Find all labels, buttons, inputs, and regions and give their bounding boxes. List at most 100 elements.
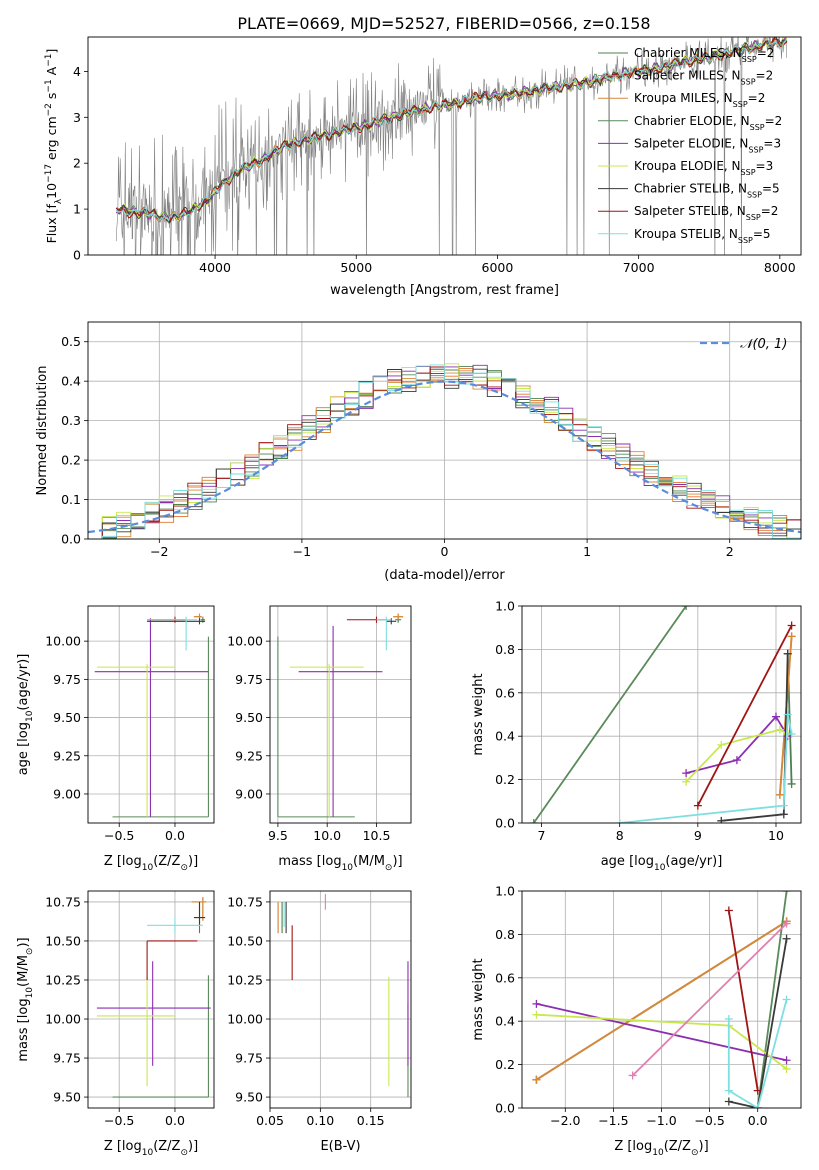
plot-area <box>94 613 209 818</box>
x-tick-label: 0.15 <box>357 1113 385 1128</box>
weight-marker <box>782 891 791 895</box>
weight-marker <box>753 1086 762 1095</box>
weight-marker <box>775 725 784 734</box>
y-axis-label: mass weight <box>471 673 486 755</box>
weight-series <box>693 621 796 810</box>
weight-marker <box>782 919 791 928</box>
x-axis-label: Z [log10(Z/Z⊙)] <box>104 1139 198 1158</box>
x-tick-label: 0.10 <box>306 1113 334 1128</box>
x-tick-label: −1.0 <box>646 1113 676 1128</box>
ticks: −0.5 0.0 9.00 9.25 9.50 9.75 10.00 <box>45 634 185 843</box>
errorbar-point <box>193 613 202 620</box>
weight-marker <box>682 769 691 778</box>
errorbar-point <box>277 636 355 818</box>
gridlines <box>522 890 801 1109</box>
legend-label: 𝒩(0, 1) <box>740 337 787 352</box>
y-axis-label: mass weight <box>471 958 486 1040</box>
x-tick-label: −0.5 <box>694 1113 724 1128</box>
x-tick-label: 0.0 <box>748 1113 768 1128</box>
y-tick-label: 3 <box>73 110 81 125</box>
errorbar-point <box>147 616 198 651</box>
x-tick-label: 5000 <box>340 260 372 275</box>
y-tick-label: 1.0 <box>495 599 515 614</box>
y-tick-label: 2 <box>73 156 81 171</box>
legend-label: Kroupa MILES, NSSP=2 <box>634 91 765 109</box>
errorbar-point <box>96 664 175 817</box>
y-tick-label: 0.6 <box>495 970 515 985</box>
weight-line <box>685 728 789 783</box>
errorbar-point <box>112 636 209 818</box>
y-tick-label: 0.4 <box>61 374 81 389</box>
x-axis-label: E(B-V) <box>320 1139 360 1154</box>
y-tick-label: 1 <box>73 202 81 217</box>
weight-marker <box>779 810 788 819</box>
weight-line <box>721 653 789 822</box>
weight-marker <box>682 606 691 610</box>
weight-line <box>728 938 788 1108</box>
plot-area <box>88 363 801 539</box>
weight-marker <box>782 1064 791 1073</box>
y-tick-label: 10.00 <box>227 1012 263 1027</box>
ticks: 7 8 9 10 0.0 0.2 0.4 0.6 0.8 1.0 <box>495 599 784 844</box>
errorbar-point <box>376 616 392 651</box>
y-tick-label: 10.50 <box>227 933 263 948</box>
y-tick-label: 9.25 <box>53 748 81 763</box>
y-tick-label: 10.25 <box>227 972 263 987</box>
weight-series <box>615 710 796 823</box>
axes-frame <box>87 605 215 824</box>
axes-residuals: −2 −1 0 1 2 0.0 0.1 0.2 0.3 0.4 0.5 (data-model)/er… <box>35 321 802 583</box>
y-tick-label: 9.00 <box>235 786 263 801</box>
y-tick-label: 0.5 <box>61 334 81 349</box>
weight-line <box>756 891 788 1108</box>
axes-weight_vs_Z: −2.0 −1.5 −1.0 −0.5 0.0 0.0 0.2 0.4 0.6 0.8 1.0 mas… <box>471 884 802 1158</box>
weight-line <box>727 910 759 1091</box>
legend-label: Kroupa ELODIE, NSSP=3 <box>634 159 773 177</box>
weight-marker <box>724 1086 733 1095</box>
weight-series <box>529 606 691 823</box>
axes-frame <box>87 890 215 1109</box>
plot-area <box>277 613 404 818</box>
y-tick-label: 10.75 <box>227 894 263 909</box>
x-tick-label: 9 <box>694 828 702 843</box>
errorbar-point <box>393 613 404 620</box>
x-tick-label: 8000 <box>764 260 796 275</box>
axes-frame <box>269 890 412 1109</box>
ticks: 4000 5000 6000 7000 8000 0 1 2 3 4 <box>73 64 796 275</box>
weight-marker <box>717 740 726 749</box>
y-axis-label: Flux [fλ10−17 erg cm−2 s−1 A−1] <box>44 49 64 244</box>
y-tick-label: 10.50 <box>45 933 81 948</box>
y-axis-label: mass [log10(M/M⊙)] <box>16 937 35 1061</box>
weight-line <box>631 922 788 1077</box>
weight-line <box>685 715 789 774</box>
weight-marker <box>783 710 792 719</box>
legend-label: Chabrier MILES, NSSP=2 <box>634 46 774 64</box>
y-tick-label: 9.50 <box>235 710 263 725</box>
axes-frame <box>87 321 802 540</box>
x-axis-label: age [log10(age/yr)] <box>601 854 723 873</box>
gridlines <box>88 891 214 1108</box>
y-tick-label: 10.75 <box>45 894 81 909</box>
weight-series <box>724 995 791 1108</box>
weight-marker <box>782 934 791 943</box>
ticks: 0.05 0.10 0.15 9.50 9.75 10.00 10.25 10.50 10.75 <box>227 894 384 1128</box>
x-tick-label: −1 <box>293 544 311 559</box>
weight-marker <box>771 712 780 721</box>
x-tick-label: 2 <box>726 544 734 559</box>
weight-marker <box>615 819 624 823</box>
legend-label: Kroupa STELIB, NSSP=5 <box>634 227 771 245</box>
x-tick-label: 7 <box>538 828 546 843</box>
ticks: 9.5 10.0 10.5 9.00 9.25 9.50 9.75 10.00 <box>227 634 390 843</box>
weight-marker <box>753 1104 762 1108</box>
y-tick-label: 0.1 <box>61 492 81 507</box>
y-axis-label: Normed distribution <box>35 366 50 496</box>
y-tick-label: 0.0 <box>495 1101 515 1116</box>
y-tick-label: 10.00 <box>45 634 81 649</box>
weight-marker <box>628 1071 637 1080</box>
weight-series <box>717 649 792 823</box>
errorbar-point <box>386 618 397 625</box>
y-tick-label: 9.75 <box>53 1051 81 1066</box>
weight-marker <box>787 779 796 788</box>
weight-series <box>532 999 791 1065</box>
weight-marker <box>532 999 541 1008</box>
legend-label: Chabrier ELODIE, NSSP=2 <box>634 114 782 132</box>
